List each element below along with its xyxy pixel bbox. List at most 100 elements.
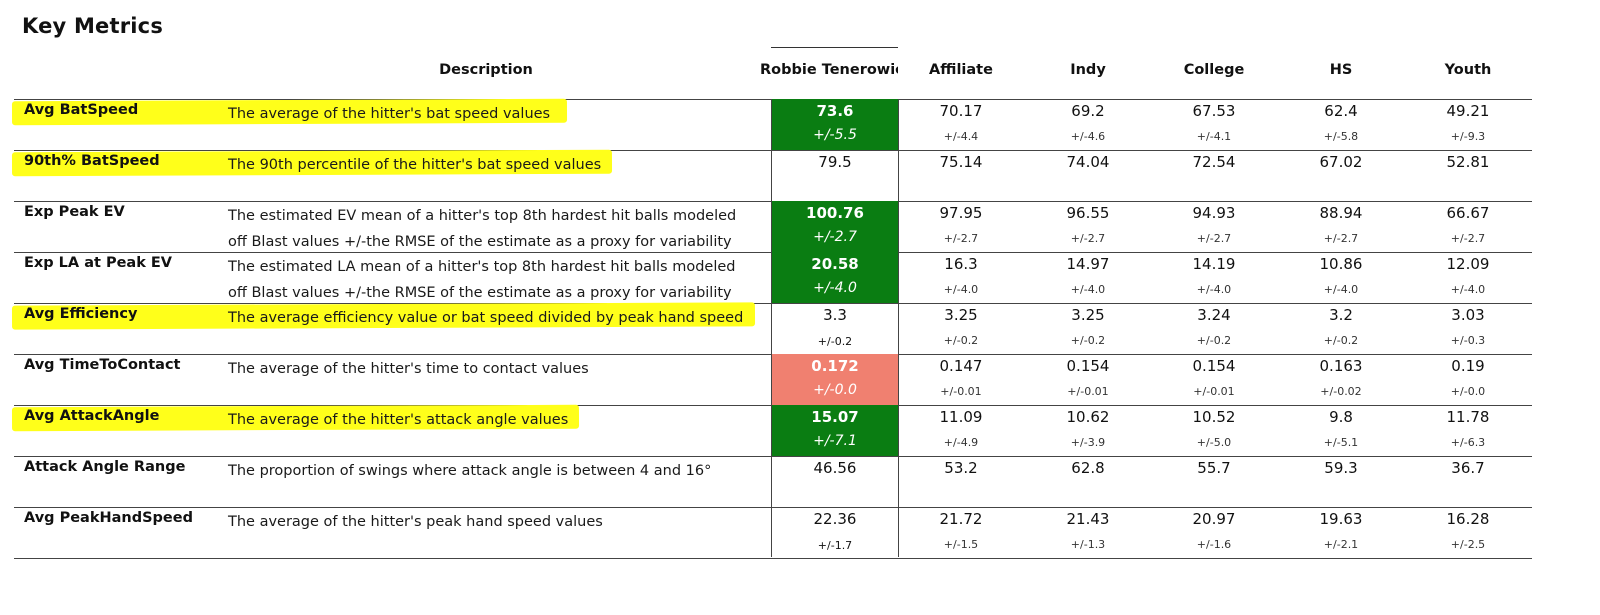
group-range: +/-5.8 [1323,130,1359,143]
metric-description: The average of the hitter's peak hand sp… [228,510,763,561]
metric-description: The estimated EV mean of a hitter's top … [228,204,763,255]
page-title: Key Metrics [22,14,164,38]
group-range: +/-4.0 [1196,283,1232,296]
group-value: 97.95 [939,204,983,222]
description-line: The proportion of swings where attack an… [228,463,712,479]
table-row: Avg BatSpeed The average of the hitter's … [0,98,1600,153]
player-value: 22.36 [813,510,857,528]
group-range: +/-0.01 [1193,385,1235,398]
group-value: 3.2 [1329,306,1353,324]
player-value-cell: 15.07 +/-7.1 [772,405,898,456]
player-value: 73.6 [816,102,854,120]
table-row: Avg TimeToContact The average of the hitt… [0,354,1600,405]
group-range: +/-4.9 [943,436,979,449]
group-value: 20.97 [1192,510,1236,528]
player-range: +/-7.1 [813,433,857,449]
group-range: +/-0.2 [1070,334,1106,347]
player-column-left-border [771,99,772,557]
metric-name: Avg Efficiency [24,306,138,322]
group-range: +/-0.02 [1320,385,1362,398]
table-row: Avg PeakHandSpeed The average of the hitt… [0,507,1600,558]
player-value-cell: 100.76 +/-2.7 [772,201,898,252]
player-value: 0.172 [811,357,859,375]
metric-name: 90th% BatSpeed [24,153,160,169]
table-row: Avg Efficiency The average efficiency val… [0,302,1600,354]
metric-name: Avg AttackAngle [24,408,160,424]
player-value: 20.58 [811,255,859,273]
group-range: +/-1.5 [943,538,979,551]
player-range: +/-1.7 [817,539,853,552]
description-line: off Blast values +/-the RMSE of the esti… [228,284,732,301]
row-divider [14,456,1532,457]
group-value: 3.24 [1197,306,1231,324]
group-value: 0.147 [939,357,983,375]
description-line: The average efficiency value or bat spee… [228,310,744,326]
group-value: 70.17 [939,102,983,120]
group-range: +/-0.3 [1450,334,1486,347]
group-range: +/-0.2 [943,334,979,347]
group-value: 10.62 [1066,408,1110,426]
description-line: The average of the hitter's peak hand sp… [228,514,603,530]
group-range: +/-1.6 [1196,538,1232,551]
group-value: 69.2 [1071,102,1105,120]
player-value: 3.3 [823,306,847,324]
group-range: +/-2.7 [1323,232,1359,245]
group-range: +/-1.3 [1070,538,1106,551]
group-range: +/-2.7 [1450,232,1486,245]
hs-header: HS [1329,62,1353,78]
row-divider [14,558,1532,559]
group-value: 88.94 [1319,204,1363,222]
metric-name: Attack Angle Range [24,459,186,475]
metric-description: The average of the hitter's bat speed va… [228,102,763,153]
metric-description: The proportion of swings where attack an… [228,459,763,510]
metric-name: Exp Peak EV [24,204,125,220]
player-value: 79.5 [818,153,852,171]
group-range: +/-0.01 [940,385,982,398]
player-header: Robbie Tenerowicz [760,62,898,78]
group-value: 11.09 [939,408,983,426]
player-value-cell: 0.172 +/-0.0 [772,354,898,405]
table-row: Attack Angle Range The proportion of swin… [0,456,1600,507]
group-range: +/-5.0 [1196,436,1232,449]
indy-header: Indy [1070,62,1106,78]
group-range: +/-5.1 [1323,436,1359,449]
group-value: 67.53 [1192,102,1236,120]
group-value: 49.21 [1446,102,1490,120]
group-value: 9.8 [1329,408,1353,426]
group-range: +/-3.9 [1070,436,1106,449]
youth-header: Youth [1444,62,1492,78]
group-value: 12.09 [1446,255,1490,273]
group-range: +/-9.3 [1450,130,1486,143]
group-range: +/-4.1 [1196,130,1232,143]
group-value: 75.14 [939,153,983,171]
group-value: 66.67 [1446,204,1490,222]
group-value: 21.72 [939,510,983,528]
group-value: 0.154 [1066,357,1110,375]
group-range: +/-4.0 [943,283,979,296]
group-value: 59.3 [1324,459,1358,477]
player-range: +/-2.7 [813,229,857,245]
player-value-cell: 3.3 +/-0.2 [772,303,898,354]
metric-description: The estimated LA mean of a hitter's top … [228,255,763,306]
metric-description: The average of the hitter's attack angle… [228,408,763,459]
player-column-top-rule [771,47,898,48]
group-range: +/-4.0 [1450,283,1486,296]
group-value: 94.93 [1192,204,1236,222]
group-value: 11.78 [1446,408,1490,426]
player-value: 15.07 [811,408,859,426]
group-range: +/-0.0 [1450,385,1486,398]
player-column-right-border [898,99,899,557]
group-value: 0.154 [1192,357,1236,375]
group-value: 62.8 [1071,459,1105,477]
group-value: 16.28 [1446,510,1490,528]
metric-name: Avg TimeToContact [24,357,181,373]
player-value-cell: 79.5 [772,150,898,201]
group-range: +/-4.0 [1070,283,1106,296]
metric-description: The average of the hitter's time to cont… [228,357,763,408]
group-range: +/-2.5 [1450,538,1486,551]
group-range: +/-2.7 [943,232,979,245]
group-value: 53.2 [944,459,978,477]
description-line: The average of the hitter's attack angle… [228,412,569,428]
group-value: 3.25 [944,306,978,324]
table-row: Exp Peak EV The estimated EV mean of a hi… [0,201,1600,252]
